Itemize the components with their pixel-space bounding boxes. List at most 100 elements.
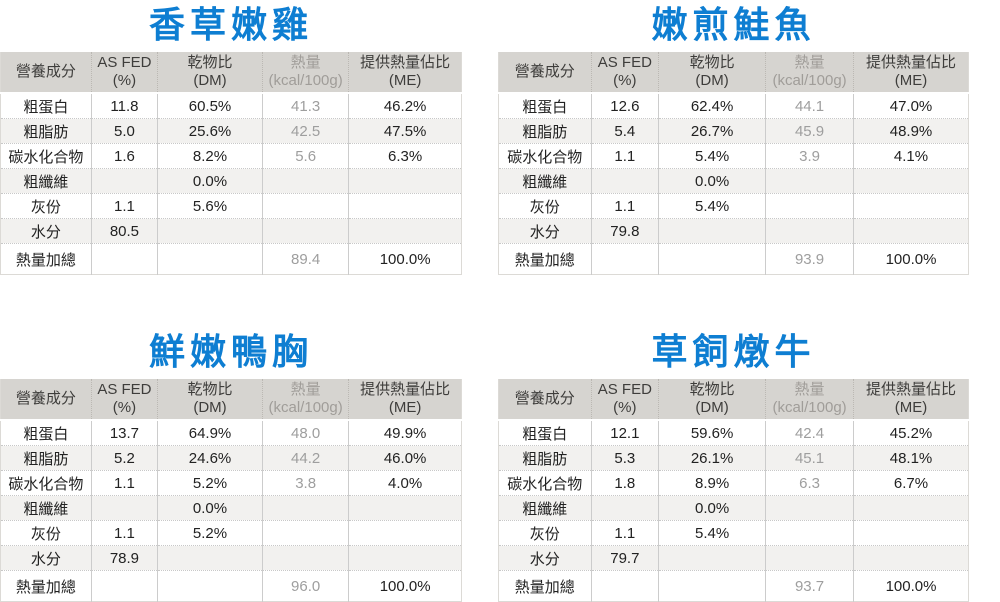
value-cell-kcal [262,168,350,194]
value-cell-kcal [765,193,855,219]
nutrition-table: 營養成分 AS FED (%) 乾物比 (DM) 熱量 (kcal/100g) 提供熱量佔比(… [498,379,969,602]
value-cell-kcal [765,520,855,546]
value-cell-as-fed [91,570,159,602]
header-row: 營養成分 AS FED (%) 乾物比 (DM) 熱量 (kcal/100g) 提供熱量佔比(… [498,379,969,421]
value-cell-me [853,218,969,244]
recipe-panel-herb-chicken: 香草嫩雞 營養成分 AS FED (%) 乾物比 (DM) 熱量 (kcal/100g) 提供… [0,0,462,275]
value-cell-kcal: 6.3 [765,470,855,496]
row-label: 粗纖維 [498,168,592,194]
row-label: 灰份 [0,193,92,219]
row-label: 碳水化合物 [498,143,592,169]
value-cell-me: 100.0% [348,570,462,602]
value-cell-as-fed: 5.3 [591,445,660,471]
value-cell-dm: 8.2% [157,143,263,169]
column-header-dm: 乾物比 (DM) [157,52,263,94]
value-cell-dm [658,570,767,602]
table-row: 灰份 1.1 5.6% [0,193,462,219]
value-cell-me [348,520,462,546]
value-cell-me [853,520,969,546]
column-header-kcal: 熱量 (kcal/100g) [262,52,350,94]
table-row: 碳水化合物 1.6 8.2% 5.6 6.3% [0,143,462,169]
value-cell-me: 45.2% [853,420,969,446]
row-label: 碳水化合物 [0,143,92,169]
row-label: 粗脂肪 [498,118,592,144]
column-header-me: 提供熱量佔比 (ME) [853,379,969,421]
value-cell-dm: 59.6% [658,420,767,446]
row-label: 水分 [498,218,592,244]
row-label: 水分 [0,218,92,244]
table-row: 粗纖維 0.0% [0,168,462,194]
value-cell-me [348,495,462,521]
row-label: 粗蛋白 [0,420,92,446]
table-row: 水分 80.5 [0,218,462,244]
value-cell-kcal [262,193,350,219]
column-header-me: 提供熱量佔比 (ME) [348,379,462,421]
column-header-as-fed: AS FED (%) [591,52,660,94]
table-row: 碳水化合物 1.1 5.4% 3.9 4.1% [498,143,969,169]
recipe-panel-duck-breast: 鮮嫩鴨胸 營養成分 AS FED (%) 乾物比 (DM) 熱量 (kcal/100g) 提供… [0,327,462,602]
value-cell-dm: 5.4% [658,520,767,546]
value-cell-as-fed: 5.4 [591,118,660,144]
value-cell-me [348,193,462,219]
row-label: 熱量加總 [498,570,592,602]
column-header-as-fed: AS FED (%) [91,52,159,94]
value-cell-me: 4.0% [348,470,462,496]
row-label: 熱量加總 [498,243,592,275]
column-header-me: 提供熱量佔比 (ME) [853,52,969,94]
column-header-nutrient: 營養成分 [498,379,592,421]
value-cell-me [348,168,462,194]
value-cell-me: 46.2% [348,93,462,119]
row-label: 粗脂肪 [498,445,592,471]
row-label: 粗蛋白 [498,420,592,446]
value-cell-kcal: 89.4 [262,243,350,275]
row-label: 粗蛋白 [0,93,92,119]
recipe-panel-salmon: 嫩煎鮭魚 營養成分 AS FED (%) 乾物比 (DM) 熱量 (kcal/100g) 提供… [498,0,969,275]
value-cell-dm: 5.6% [157,193,263,219]
table-row: 粗脂肪 5.2 24.6% 44.2 46.0% [0,445,462,471]
value-cell-kcal: 45.1 [765,445,855,471]
value-cell-dm [658,545,767,571]
value-cell-me: 100.0% [853,570,969,602]
value-cell-dm: 25.6% [157,118,263,144]
value-cell-as-fed: 1.8 [591,470,660,496]
value-cell-as-fed [91,495,159,521]
value-cell-kcal [765,545,855,571]
value-cell-kcal [765,218,855,244]
row-label: 粗脂肪 [0,445,92,471]
table-row: 粗纖維 0.0% [498,168,969,194]
value-cell-kcal: 3.9 [765,143,855,169]
value-cell-me: 47.0% [853,93,969,119]
value-cell-kcal [262,520,350,546]
row-label: 碳水化合物 [498,470,592,496]
value-cell-as-fed: 79.7 [591,545,660,571]
value-cell-dm: 24.6% [157,445,263,471]
value-cell-dm: 5.4% [658,193,767,219]
value-cell-me: 100.0% [853,243,969,275]
row-label: 熱量加總 [0,243,92,275]
value-cell-as-fed [91,168,159,194]
value-cell-kcal: 5.6 [262,143,350,169]
value-cell-dm: 5.4% [658,143,767,169]
recipe-panel-beef: 草飼燉牛 營養成分 AS FED (%) 乾物比 (DM) 熱量 (kcal/100g) 提供… [498,327,969,602]
value-cell-me: 6.3% [348,143,462,169]
value-cell-me [853,168,969,194]
value-cell-as-fed [91,243,159,275]
table-row: 粗蛋白 11.8 60.5% 41.3 46.2% [0,93,462,119]
table-row: 碳水化合物 1.1 5.2% 3.8 4.0% [0,470,462,496]
recipe-title: 鮮嫩鴨胸 [148,331,313,372]
value-cell-kcal: 48.0 [262,420,350,446]
value-cell-dm: 64.9% [157,420,263,446]
value-cell-dm: 26.1% [658,445,767,471]
table-row: 碳水化合物 1.8 8.9% 6.3 6.7% [498,470,969,496]
value-cell-kcal: 96.0 [262,570,350,602]
value-cell-dm [157,243,263,275]
value-cell-kcal: 93.7 [765,570,855,602]
table-row: 熱量加總 89.4 100.0% [0,243,462,275]
table-row: 粗脂肪 5.4 26.7% 45.9 48.9% [498,118,969,144]
value-cell-as-fed [591,495,660,521]
value-cell-kcal: 42.5 [262,118,350,144]
value-cell-dm: 60.5% [157,93,263,119]
value-cell-dm [658,243,767,275]
value-cell-as-fed: 80.5 [91,218,159,244]
value-cell-dm [658,218,767,244]
